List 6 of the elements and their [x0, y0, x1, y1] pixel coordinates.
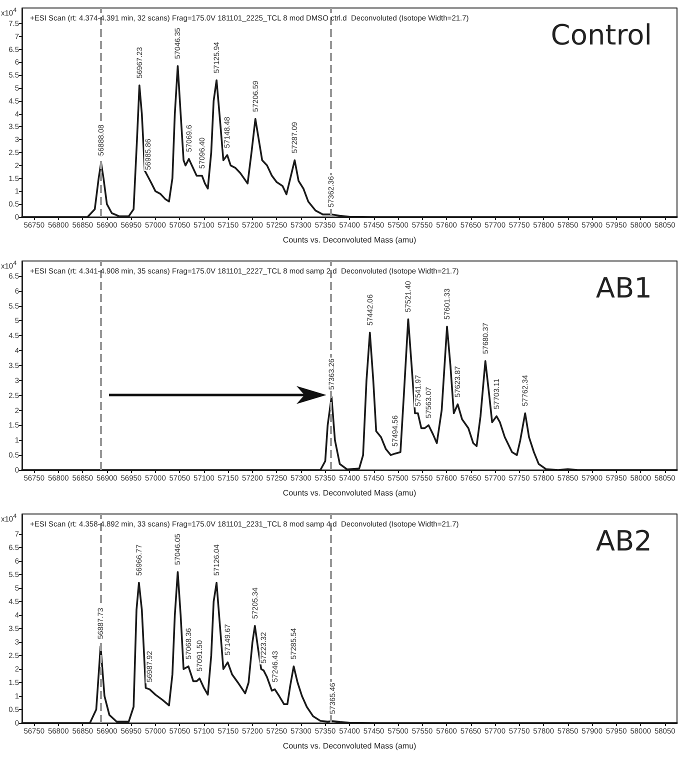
chart-title: Control [550, 18, 652, 52]
x-axis-title: Counts vs. Deconvoluted Mass (amu) [282, 742, 417, 750]
x-axis-title: Counts vs. Deconvoluted Mass (amu) [282, 488, 417, 498]
chart-title: AB1 [596, 272, 652, 304]
chart-title: AB2 [596, 524, 652, 558]
x-axis-title: Counts vs. Deconvoluted Mass (amu) [282, 236, 417, 244]
